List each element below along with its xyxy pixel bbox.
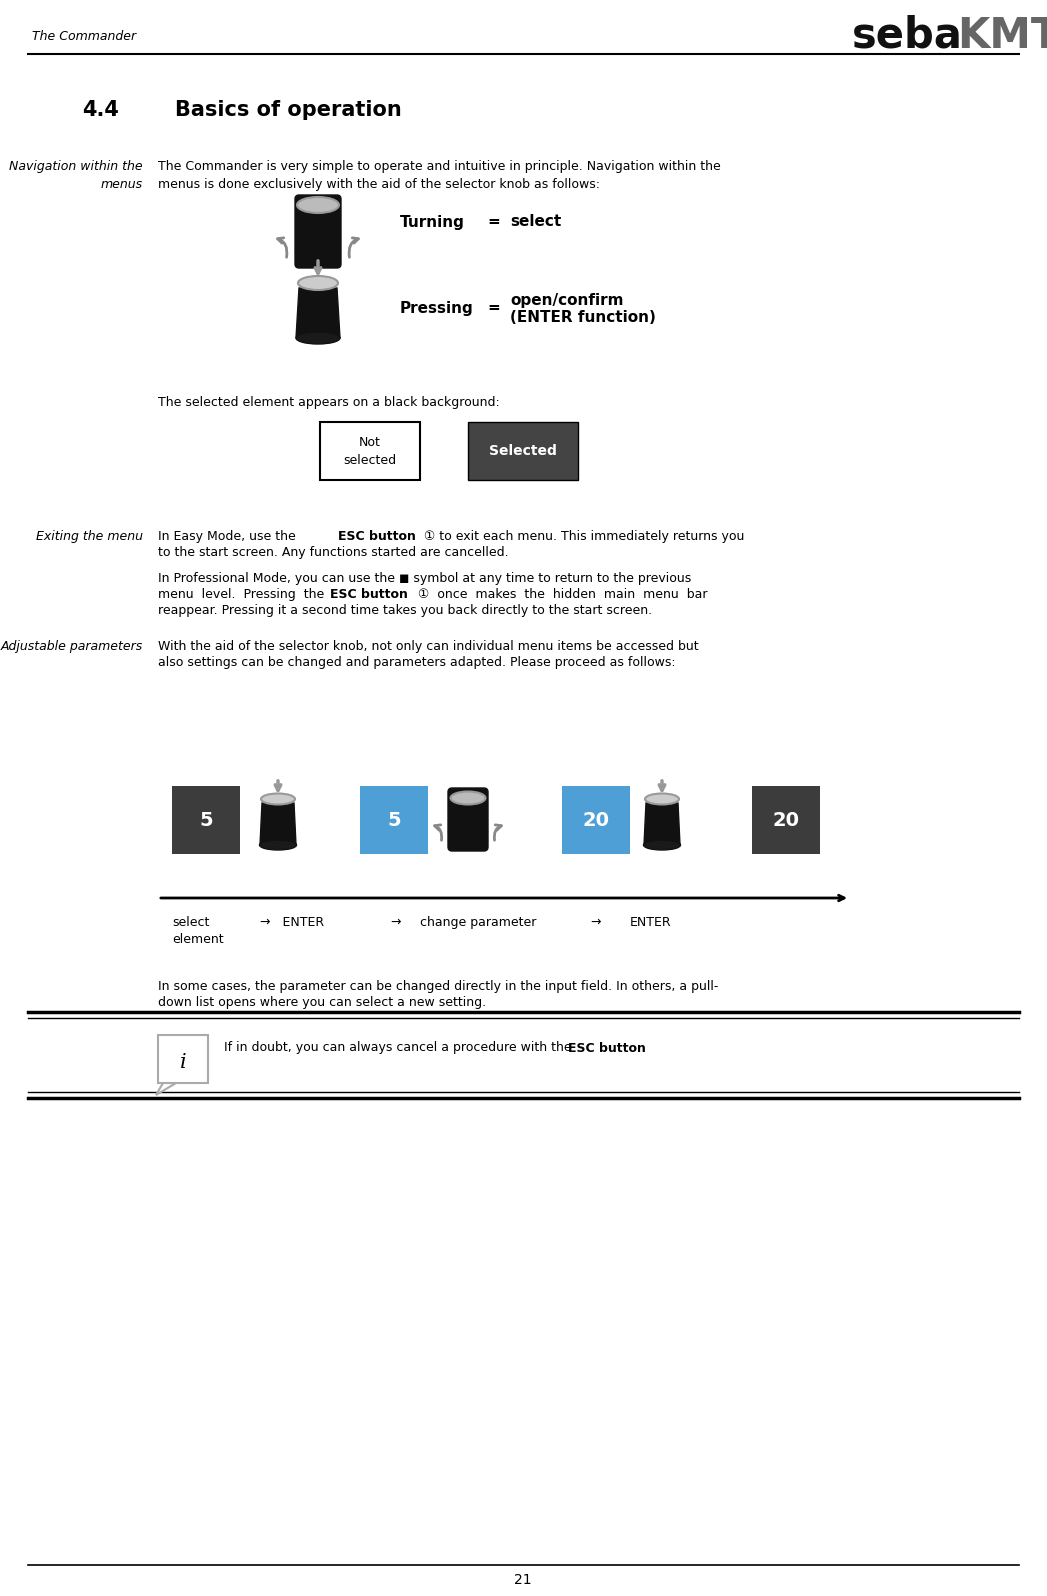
Text: The Commander is very simple to operate and intuitive in principle. Navigation w: The Commander is very simple to operate … <box>158 160 720 172</box>
Text: ESC button: ESC button <box>569 1042 646 1055</box>
Bar <box>172 785 240 854</box>
Ellipse shape <box>296 332 340 345</box>
Text: menus: menus <box>101 179 143 192</box>
Text: 20: 20 <box>582 811 609 830</box>
Ellipse shape <box>644 839 681 851</box>
Text: change parameter: change parameter <box>420 916 536 929</box>
Bar <box>158 1034 208 1084</box>
Ellipse shape <box>298 276 338 290</box>
Ellipse shape <box>260 839 296 851</box>
Text: menus is done exclusively with the aid of the selector knob as follows:: menus is done exclusively with the aid o… <box>158 179 600 192</box>
Polygon shape <box>260 803 296 844</box>
FancyBboxPatch shape <box>295 195 341 268</box>
Text: →: → <box>389 916 401 929</box>
Bar <box>752 785 820 854</box>
Polygon shape <box>644 803 680 844</box>
Polygon shape <box>156 1084 176 1095</box>
Ellipse shape <box>261 793 295 804</box>
Text: If in doubt, you can always cancel a procedure with the: If in doubt, you can always cancel a pro… <box>224 1042 576 1055</box>
Text: select: select <box>510 214 561 230</box>
Text: In Professional Mode, you can use the ◼ symbol at any time to return to the prev: In Professional Mode, you can use the ◼ … <box>158 571 691 586</box>
Bar <box>468 421 578 480</box>
Bar <box>360 785 428 854</box>
Text: 5: 5 <box>387 811 401 830</box>
Text: Navigation within the: Navigation within the <box>9 160 143 172</box>
Text: ESC button: ESC button <box>330 587 408 602</box>
Text: With the aid of the selector knob, not only can individual menu items be accesse: With the aid of the selector knob, not o… <box>158 640 698 653</box>
Text: The selected element appears on a black background:: The selected element appears on a black … <box>158 396 499 409</box>
Text: =: = <box>487 214 499 230</box>
Text: menu  level.  Pressing  the: menu level. Pressing the <box>158 587 332 602</box>
Text: reappear. Pressing it a second time takes you back directly to the start screen.: reappear. Pressing it a second time take… <box>158 603 652 618</box>
Text: down list opens where you can select a new setting.: down list opens where you can select a n… <box>158 996 486 1009</box>
Text: →   ENTER: → ENTER <box>260 916 325 929</box>
Text: →: → <box>591 916 601 929</box>
Text: ① to exit each menu. This immediately returns you: ① to exit each menu. This immediately re… <box>420 530 744 543</box>
Text: 4.4: 4.4 <box>82 101 119 120</box>
Text: seba: seba <box>852 14 963 57</box>
Text: 5: 5 <box>199 811 213 830</box>
Bar <box>320 421 420 480</box>
FancyBboxPatch shape <box>448 788 488 851</box>
Ellipse shape <box>450 792 486 804</box>
Text: (ENTER function): (ENTER function) <box>510 311 655 326</box>
Text: In Easy Mode, use the: In Easy Mode, use the <box>158 530 299 543</box>
Polygon shape <box>296 287 340 338</box>
Text: to the start screen. Any functions started are cancelled.: to the start screen. Any functions start… <box>158 546 509 559</box>
Text: .: . <box>631 1042 634 1055</box>
Text: Turning: Turning <box>400 214 465 230</box>
Text: 20: 20 <box>773 811 800 830</box>
Text: also settings can be changed and parameters adapted. Please proceed as follows:: also settings can be changed and paramet… <box>158 656 675 669</box>
Text: Adjustable parameters: Adjustable parameters <box>1 640 143 653</box>
Text: i: i <box>180 1053 186 1073</box>
Text: Exiting the menu: Exiting the menu <box>36 530 143 543</box>
Ellipse shape <box>297 196 339 212</box>
Text: ENTER: ENTER <box>630 916 671 929</box>
Ellipse shape <box>645 793 680 804</box>
Text: The Commander: The Commander <box>32 29 136 43</box>
Text: open/confirm: open/confirm <box>510 292 624 308</box>
Text: Selected: Selected <box>489 444 557 458</box>
Text: In some cases, the parameter can be changed directly in the input field. In othe: In some cases, the parameter can be chan… <box>158 980 718 993</box>
Text: Not
selected: Not selected <box>343 436 397 466</box>
Text: ESC button: ESC button <box>338 530 416 543</box>
Text: ①  once  makes  the  hidden  main  menu  bar: ① once makes the hidden main menu bar <box>410 587 708 602</box>
Bar <box>562 785 630 854</box>
Text: Pressing: Pressing <box>400 300 473 316</box>
Text: Basics of operation: Basics of operation <box>175 101 402 120</box>
Text: =: = <box>487 300 499 316</box>
Text: select
element: select element <box>172 916 224 946</box>
Text: KMT: KMT <box>957 14 1047 57</box>
Text: 21: 21 <box>514 1574 532 1586</box>
